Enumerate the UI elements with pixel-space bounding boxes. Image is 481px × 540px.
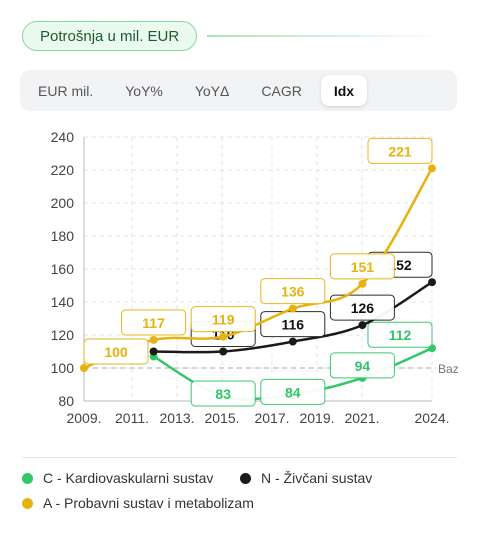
series-point [288, 337, 297, 346]
legend-item-a[interactable]: A - Probavni sustav i metabolizam [22, 495, 254, 511]
series-point [149, 347, 158, 356]
title-decor-line [207, 35, 445, 37]
data-label-bg [190, 306, 256, 333]
metric-tab-bar: EUR mil. YoY% YoYΔ CAGR Idx [20, 70, 457, 111]
data-label-bg [190, 380, 256, 407]
data-label-box: 117 [121, 309, 187, 336]
series-point [428, 278, 436, 287]
data-label-bg [367, 321, 433, 348]
x-tick-label: 2013. [159, 410, 194, 426]
data-label: 151 [351, 259, 375, 275]
data-label-bg [260, 278, 326, 305]
y-tick-label: 120 [51, 327, 75, 343]
series-point [219, 347, 228, 356]
data-label-box: 119 [190, 306, 256, 333]
legend-swatch-n [240, 472, 251, 484]
y-tick-label: 80 [58, 393, 74, 409]
x-tick-label: 2021. [344, 410, 379, 426]
y-tick-label: 100 [51, 360, 75, 376]
data-label-bg [121, 309, 187, 336]
data-label-bg [329, 294, 395, 321]
series-point [428, 164, 436, 173]
baseline-label: Baz [438, 362, 459, 376]
series-point [80, 364, 88, 372]
page-title-pill: Potrošnja u mil. EUR [22, 21, 198, 51]
data-label: 84 [285, 384, 301, 400]
legend-label-c: C - Kardiovaskularni sustav [43, 470, 214, 486]
y-tick-label: 140 [51, 294, 75, 310]
series-point [288, 304, 297, 313]
x-tick-label: 2019. [299, 410, 334, 426]
data-label-bg [329, 352, 395, 379]
data-label-bg [329, 253, 395, 280]
data-label: 117 [142, 315, 165, 331]
data-label-box: 94 [329, 352, 395, 379]
x-tick-label: 2009. [66, 410, 101, 426]
series-point [219, 332, 228, 341]
data-label: 119 [212, 312, 235, 328]
x-tick-label: 2011. [115, 410, 149, 426]
y-tick-label: 220 [51, 162, 75, 178]
page-title: Potrošnja u mil. EUR [40, 27, 180, 45]
x-tick-label: 2015. [204, 410, 239, 426]
y-tick-label: 240 [51, 129, 75, 145]
x-tick-label: 2024. [414, 410, 449, 426]
data-label: 136 [281, 284, 305, 300]
legend-divider [22, 457, 457, 458]
x-tick-label: 2017. [254, 410, 289, 426]
data-label-box: 83 [190, 380, 256, 407]
tab-eur-mil[interactable]: EUR mil. [38, 82, 94, 99]
y-tick-label: 200 [51, 195, 75, 211]
series-point [358, 321, 367, 330]
data-label-bg [83, 338, 149, 365]
legend-label-n: N - Živčani sustav [261, 470, 373, 486]
tab-yoy-percent[interactable]: YoY% [125, 82, 163, 99]
y-tick-label: 160 [51, 261, 75, 277]
data-label: 221 [388, 143, 412, 159]
series-point [149, 335, 158, 344]
tab-idx[interactable]: Idx [320, 75, 368, 106]
data-label-box: 116 [260, 311, 326, 338]
legend-swatch-c [22, 472, 33, 484]
legend-item-c[interactable]: C - Kardiovaskularni sustav [22, 470, 213, 486]
data-label: 126 [351, 300, 375, 316]
y-tick-label: 180 [51, 228, 75, 244]
legend-label-a: A - Probavni sustav i metabolizam [43, 495, 254, 511]
data-label: 83 [215, 386, 231, 402]
tab-cagr[interactable]: CAGR [261, 82, 302, 99]
data-label: 94 [355, 358, 371, 374]
data-label-box: 84 [260, 378, 326, 405]
data-label-bg [367, 137, 433, 164]
data-label-box: 221 [367, 137, 433, 164]
data-label: 116 [282, 317, 305, 333]
data-label-box: 126 [329, 294, 395, 321]
data-label: 112 [389, 327, 412, 343]
index-line-chart: 80 100 120 140 160 180 200 220 240 2009. 2011. 2013… [51, 129, 459, 426]
data-label-box: 151 [329, 253, 395, 280]
data-label-bg [260, 378, 326, 405]
tab-yoy-delta[interactable]: YoYΔ [194, 82, 230, 99]
data-label-box: 136 [260, 278, 326, 305]
series-point [358, 279, 367, 288]
data-label-box: 112 [367, 321, 433, 348]
data-label: 100 [104, 344, 128, 360]
legend-swatch-a [22, 497, 33, 509]
data-label-box: 100 [83, 338, 149, 365]
legend-item-n[interactable]: N - Živčani sustav [240, 470, 372, 486]
